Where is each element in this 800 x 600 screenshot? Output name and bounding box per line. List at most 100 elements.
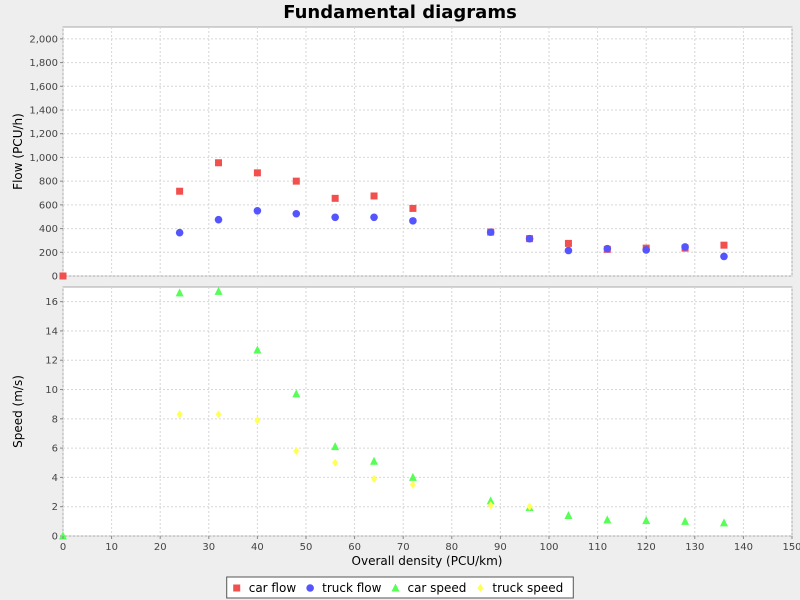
car-speed-point bbox=[603, 515, 612, 524]
y-tick-label: 200 bbox=[39, 248, 58, 259]
car-flow-legend-label: car flow bbox=[249, 581, 297, 595]
truck-flow-point bbox=[720, 252, 728, 261]
truck-flow-point bbox=[214, 215, 223, 224]
x-tick-label: 110 bbox=[588, 542, 607, 553]
truck-speed-point bbox=[409, 480, 416, 489]
x-tick-label: 80 bbox=[445, 542, 458, 553]
x-tick-label: 10 bbox=[105, 542, 118, 553]
truck-flow-point bbox=[370, 213, 378, 222]
legend-box bbox=[226, 576, 574, 599]
car-flow-legend-marker bbox=[233, 584, 241, 592]
y-tick-label: 14 bbox=[45, 326, 58, 337]
car-speed-point bbox=[59, 531, 67, 540]
car-speed-point bbox=[331, 442, 340, 451]
chart-title: Fundamental diagrams bbox=[283, 2, 517, 23]
truck-speed-point bbox=[487, 501, 494, 510]
car-flow-point bbox=[59, 272, 67, 280]
flow-panel: 0 200 400 600 800 1,000 1,200 1,400 1,600 1,800 2,… bbox=[11, 26, 793, 283]
x-tick-label: 40 bbox=[251, 542, 264, 553]
truck-speed-point bbox=[215, 410, 222, 419]
y-tick-label: 16 bbox=[45, 297, 58, 308]
car-speed-point bbox=[175, 288, 184, 297]
legend: car flow truck flow car speed truck speed bbox=[226, 576, 574, 599]
car-speed-legend-label: car speed bbox=[407, 581, 466, 595]
x-tick-label: 90 bbox=[494, 542, 507, 553]
x-tick-label: 120 bbox=[637, 542, 656, 553]
y-tick-label: 4 bbox=[52, 473, 58, 484]
y-tick-label: 0 bbox=[52, 272, 58, 283]
truck-flow-point bbox=[525, 234, 534, 243]
x-axis-label: Overall density (PCU/km) bbox=[352, 554, 503, 568]
car-flow-point bbox=[292, 177, 300, 185]
x-tick-label: 70 bbox=[397, 542, 410, 553]
x-tick-label: 50 bbox=[300, 542, 313, 553]
x-tick-label: 100 bbox=[539, 542, 558, 553]
truck-speed-point bbox=[176, 410, 183, 419]
car-flow-point bbox=[409, 204, 417, 212]
y-tick-label: 1,000 bbox=[29, 153, 58, 164]
y-tick-label: 1,600 bbox=[29, 82, 58, 93]
x-tick-label: 140 bbox=[734, 542, 753, 553]
y-tick-label: 8 bbox=[52, 414, 58, 425]
y-tick-label: 1,200 bbox=[29, 129, 58, 140]
car-speed-point bbox=[719, 518, 728, 527]
truck-flow-point bbox=[681, 243, 689, 251]
car-flow-point bbox=[720, 241, 728, 249]
truck-flow-point bbox=[175, 228, 184, 237]
y-tick-label: 2 bbox=[52, 502, 58, 513]
speed-axis-label: Speed (m/s) bbox=[11, 375, 25, 448]
x-tick-label: 20 bbox=[154, 542, 167, 553]
truck-speed-legend-marker bbox=[477, 584, 484, 592]
truck-speed-point bbox=[371, 474, 378, 483]
truck-speed-point bbox=[293, 447, 300, 456]
car-speed-point bbox=[253, 345, 262, 354]
y-tick-label: 2,000 bbox=[29, 34, 58, 45]
y-tick-label: 10 bbox=[45, 385, 58, 396]
car-flow-point bbox=[176, 187, 184, 195]
x-tick-label: 150 bbox=[782, 542, 800, 553]
truck-flow-legend-marker bbox=[306, 584, 314, 592]
truck-flow-point bbox=[292, 209, 301, 218]
car-speed-point bbox=[408, 472, 417, 481]
truck-flow-point bbox=[564, 246, 573, 255]
x-tick-label: 30 bbox=[202, 542, 215, 553]
speed-panel: 0 2 4 6 8 10 12 14 16 Speed (m/s) bbox=[11, 286, 793, 543]
truck-flow-point bbox=[253, 206, 262, 215]
y-tick-label: 600 bbox=[39, 200, 58, 211]
car-speed-legend-marker bbox=[391, 583, 400, 592]
plot-area bbox=[62, 26, 793, 277]
car-flow-point bbox=[331, 194, 339, 202]
truck-speed-series bbox=[176, 410, 533, 511]
x-tick-label: 60 bbox=[348, 542, 361, 553]
truck-flow-point bbox=[486, 228, 495, 236]
car-speed-point bbox=[681, 516, 690, 525]
y-tick-label: 1,800 bbox=[29, 58, 58, 69]
truck-speed-point bbox=[332, 458, 339, 467]
truck-flow-point bbox=[331, 213, 339, 222]
car-speed-point bbox=[486, 496, 495, 505]
y-tick-label: 800 bbox=[39, 177, 58, 188]
car-flow-point bbox=[215, 159, 223, 167]
y-tick-label: 400 bbox=[39, 224, 58, 235]
truck-flow-point bbox=[603, 244, 612, 253]
y-tick-label: 12 bbox=[45, 356, 58, 367]
x-tick-label: 0 bbox=[60, 542, 66, 553]
y-tick-label: 1,400 bbox=[29, 106, 58, 117]
truck-flow-series bbox=[175, 206, 728, 261]
truck-speed-point bbox=[526, 502, 533, 511]
car-speed-series bbox=[59, 286, 728, 540]
car-speed-point bbox=[370, 456, 379, 465]
y-tick-label: 6 bbox=[52, 444, 58, 455]
y-tick-label: 0 bbox=[52, 532, 58, 543]
car-speed-point bbox=[564, 510, 573, 519]
car-flow-point bbox=[564, 239, 572, 247]
truck-flow-legend-label: truck flow bbox=[322, 581, 382, 595]
plot-area bbox=[62, 286, 793, 537]
truck-flow-point bbox=[642, 246, 650, 254]
car-flow-point bbox=[370, 192, 378, 200]
flow-axis-label: Flow (PCU/h) bbox=[11, 113, 25, 190]
truck-speed-legend-label: truck speed bbox=[492, 581, 563, 595]
x-tick-label: 130 bbox=[685, 542, 704, 553]
